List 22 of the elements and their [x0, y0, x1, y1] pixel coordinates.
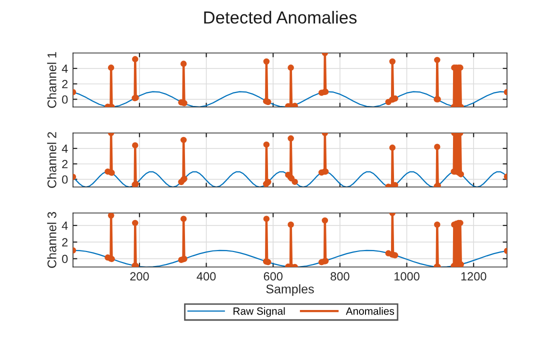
x-tick-label: 1000: [394, 272, 420, 281]
chart-title: Detected Anomalies: [204, 10, 357, 24]
y-tick-label: 2: [62, 238, 68, 246]
y-axis-title: Channel 1: [47, 52, 56, 108]
legend-label: Raw Signal: [234, 307, 285, 317]
y-tick-label: 0: [62, 175, 68, 184]
x-tick-label: 800: [330, 272, 350, 281]
x-tick-label: 200: [130, 272, 149, 281]
x-tick-label: 1200: [461, 272, 486, 281]
y-tick-label: 0: [62, 95, 68, 104]
y-axis-title: Channel 2: [47, 132, 56, 188]
y-tick-label: 4: [62, 144, 68, 153]
x-axis-title: Samples: [266, 284, 314, 296]
x-tick-label: 600: [264, 272, 283, 281]
y-tick-label: 2: [62, 160, 68, 168]
legend-label: Anomalies: [346, 307, 394, 315]
y-tick-label: 4: [62, 222, 68, 230]
x-tick-label: 400: [196, 272, 216, 281]
y-tick-label: 2: [62, 80, 68, 88]
y-tick-label: 0: [62, 254, 68, 264]
y-axis-title: Channel 3: [47, 212, 56, 268]
y-tick-label: 4: [62, 64, 68, 73]
